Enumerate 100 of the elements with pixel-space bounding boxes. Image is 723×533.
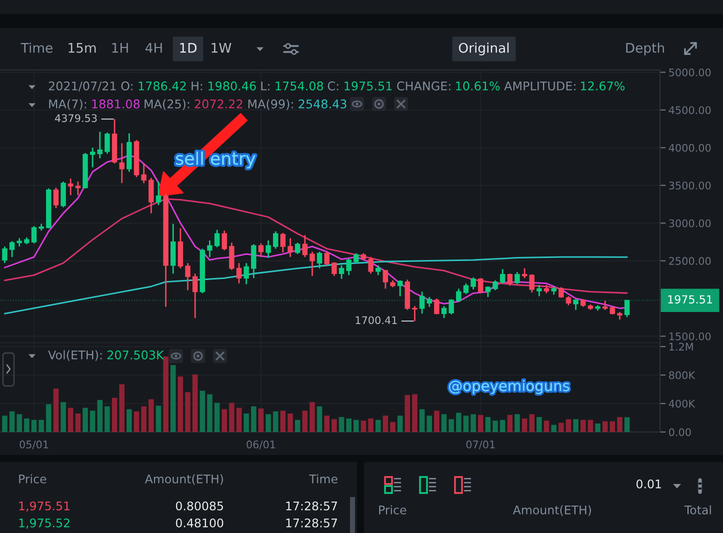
candlestick: [266, 240, 271, 258]
candlestick: [316, 251, 322, 270]
bar: [624, 417, 630, 432]
bar: [104, 406, 110, 432]
candlestick: [156, 180, 162, 206]
candlestick: [251, 244, 256, 279]
candlestick: [624, 299, 630, 318]
candlestick: [485, 286, 491, 298]
bar: [75, 413, 81, 432]
candlestick: [470, 276, 476, 290]
bar: [507, 414, 513, 432]
bar: [324, 416, 330, 432]
bar: [485, 417, 491, 432]
bar: [338, 417, 344, 432]
candlestick: [332, 262, 337, 277]
bar: [16, 414, 22, 432]
candlestick: [214, 229, 220, 248]
candlestick: [229, 242, 234, 271]
bar: [500, 420, 506, 432]
bar: [119, 384, 125, 432]
bar: [360, 420, 366, 432]
candlestick: [448, 298, 454, 316]
bar: [419, 409, 425, 432]
text: 1W: [212, 43, 232, 53]
bar: [141, 406, 146, 432]
y-tick-label: 0.00: [669, 428, 691, 436]
bar: [492, 420, 498, 432]
bar: [222, 409, 228, 432]
bar: [294, 420, 300, 432]
bar: [368, 418, 374, 432]
candlestick: [397, 280, 403, 297]
text: Vol(ETH): 207.503K: [48, 350, 164, 361]
text: Amount(ETH): [144, 474, 223, 485]
bar: [434, 410, 440, 432]
bar: [244, 413, 249, 432]
candlestick: [258, 242, 264, 258]
text: Price: [379, 505, 406, 514]
text: 1,975.51: [19, 501, 70, 512]
candlestick: [207, 240, 212, 258]
candlestick: [324, 251, 330, 266]
bar: [617, 417, 622, 432]
bar: [316, 406, 322, 432]
bar: [112, 398, 118, 432]
candlestick: [60, 180, 66, 208]
bar: [382, 416, 388, 432]
y-tick-label: 4000.00: [668, 144, 711, 152]
candlestick: [288, 237, 293, 258]
candlestick: [522, 268, 528, 279]
text: 17:28:57: [286, 501, 337, 510]
annotation: @opeyemioguns: [449, 380, 570, 394]
bar: [229, 402, 234, 432]
bar: [38, 420, 44, 432]
candlestick: [104, 132, 110, 154]
bar: [266, 414, 271, 432]
text: Total: [684, 505, 711, 514]
bar: [9, 411, 15, 432]
bar: [332, 419, 337, 432]
y-tick-label: 3000.00: [669, 219, 711, 228]
bar: [551, 424, 556, 432]
bar: [272, 411, 278, 432]
bar: [134, 411, 140, 432]
candlestick: [222, 230, 227, 251]
bar: [441, 414, 447, 432]
candlestick: [529, 274, 534, 294]
candlestick: [492, 280, 498, 291]
bar: [558, 422, 564, 432]
bar: [412, 394, 418, 432]
text: MA(7): 1881.08 MA(25): 2072.22 MA(99): 2548.43: [49, 99, 346, 110]
y-tick-label: 5000.00: [669, 68, 711, 76]
y-tick-label: 3500.00: [669, 182, 711, 190]
candlestick: [500, 268, 506, 284]
bar: [456, 412, 462, 432]
bar: [68, 408, 74, 432]
candlestick: [456, 288, 462, 302]
bar: [2, 416, 8, 432]
bar: [354, 420, 359, 432]
text: 17:28:57: [286, 518, 337, 528]
text: Price: [19, 474, 46, 484]
candlestick: [141, 162, 146, 184]
text: Depth: [626, 42, 664, 56]
bar: [573, 419, 578, 432]
candlestick: [566, 296, 572, 306]
candlestick: [97, 131, 103, 159]
candlestick: [148, 177, 154, 214]
candlestick: [31, 225, 37, 244]
candlestick: [119, 142, 124, 184]
y-tick-label: 1500.00: [669, 332, 711, 340]
bar: [346, 418, 352, 432]
candlestick: [75, 180, 81, 196]
candlestick: [9, 240, 15, 258]
bar: [397, 416, 403, 432]
bar: [24, 418, 30, 432]
text: 4H: [145, 43, 162, 53]
bar: [90, 410, 96, 432]
bar: [148, 399, 154, 432]
bar: [178, 376, 184, 432]
candlestick: [441, 305, 447, 319]
bar: [390, 422, 396, 432]
candlestick: [185, 262, 190, 291]
candlestick: [376, 264, 381, 276]
